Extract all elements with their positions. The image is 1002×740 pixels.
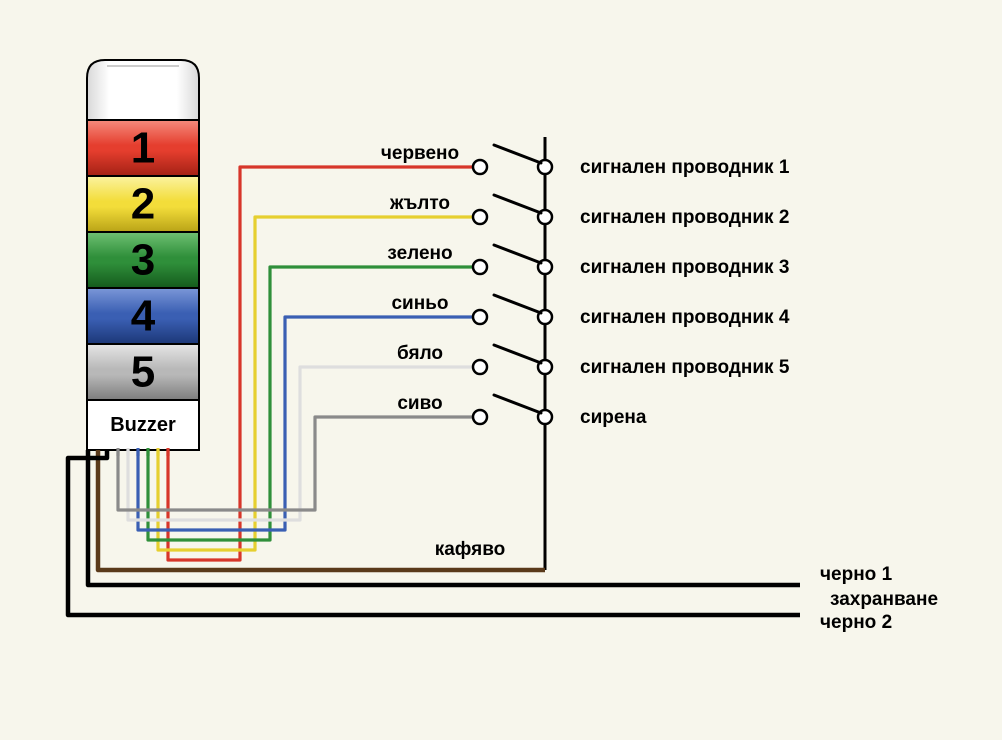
wire-black-2-label: черно 2 (820, 612, 892, 633)
signal-label-6: сирена (580, 407, 647, 428)
wire-brown-label: кафяво (435, 539, 506, 560)
switch-node-left-1 (473, 160, 487, 174)
signal-label-3: сигнален проводник 3 (580, 257, 789, 278)
wire-color-label-6: сиво (397, 393, 442, 414)
switch-node-left-6 (473, 410, 487, 424)
wire-black-1-label: черно 1 (820, 564, 893, 585)
wire-color-label-2: жълто (389, 193, 450, 214)
buzzer-label: Buzzer (110, 414, 176, 436)
signal-label-1: сигнален проводник 1 (580, 157, 790, 178)
tower-cap (87, 60, 199, 120)
wire-color-label-3: зелено (387, 243, 452, 264)
wire-color-label-5: бяло (397, 343, 443, 364)
wiring-diagram: 1 2 3 4 5 Buzzer червено сигнален проводник 1 жъ… (0, 0, 1002, 740)
tower-segment-number-5: 5 (131, 348, 155, 397)
switch-node-left-5 (473, 360, 487, 374)
wire-color-label-4: синьо (391, 293, 448, 314)
signal-label-2: сигнален проводник 2 (580, 207, 789, 228)
tower-segment-number-3: 3 (131, 236, 155, 285)
tower-segment-number-2: 2 (131, 180, 155, 229)
switch-node-left-3 (473, 260, 487, 274)
signal-label-4: сигнален проводник 4 (580, 307, 790, 328)
tower-segment-number-1: 1 (131, 124, 155, 173)
signal-label-5: сигнален проводник 5 (580, 357, 790, 378)
switch-node-left-4 (473, 310, 487, 324)
tower-segment-number-4: 4 (131, 292, 156, 341)
switch-node-left-2 (473, 210, 487, 224)
wire-color-label-1: червено (381, 143, 459, 164)
power-source-label: захранване (830, 589, 938, 610)
